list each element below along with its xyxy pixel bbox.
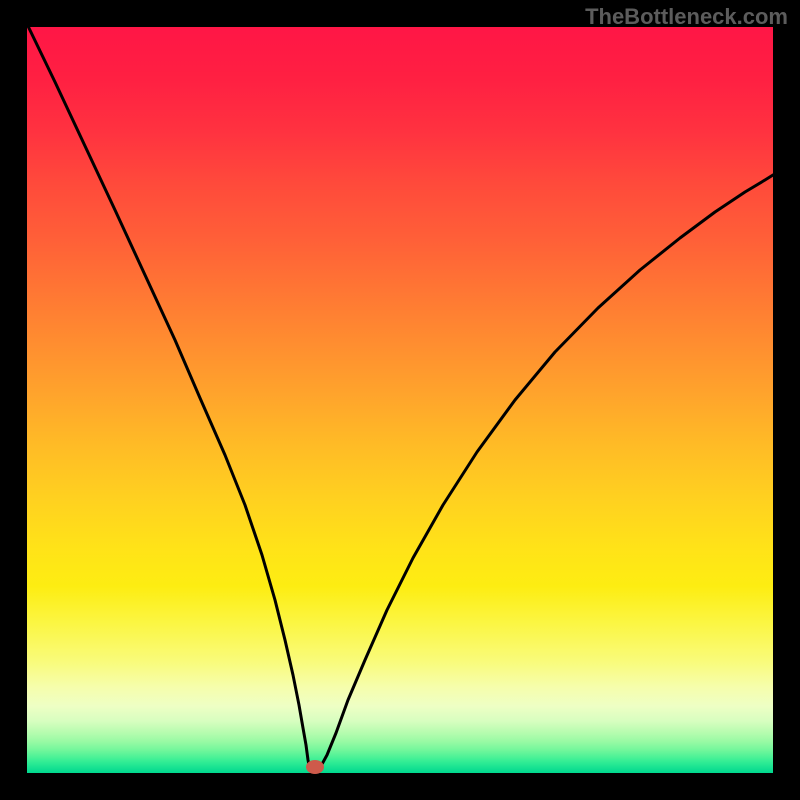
chart-svg xyxy=(0,0,800,800)
chart-background xyxy=(27,27,773,773)
watermark-text: TheBottleneck.com xyxy=(585,4,788,30)
optimal-point-marker xyxy=(306,760,324,774)
